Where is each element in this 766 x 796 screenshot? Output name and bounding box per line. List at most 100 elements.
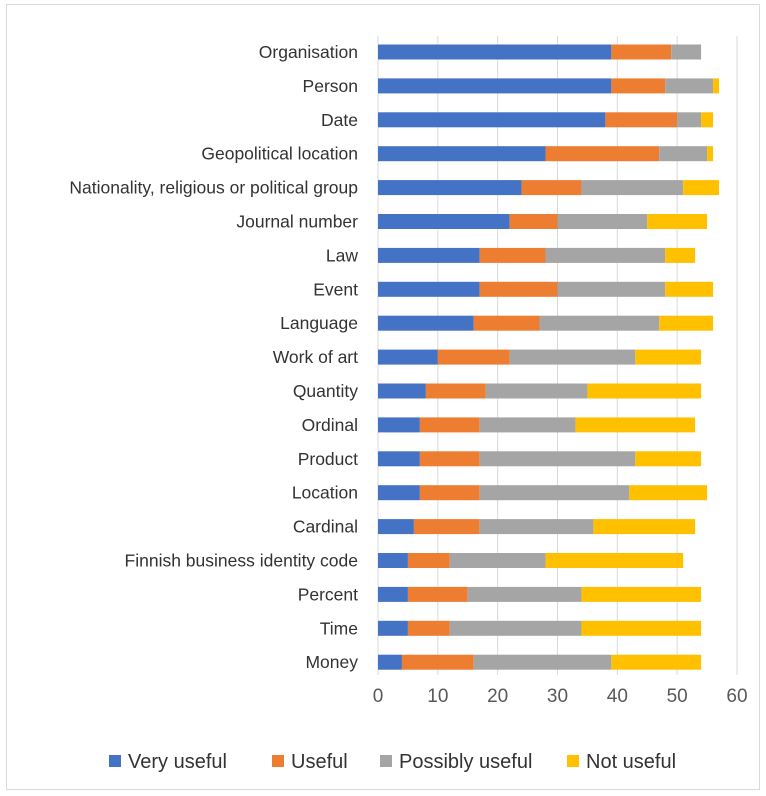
legend: Very useful Useful Possibly useful Not usef… xyxy=(109,751,676,773)
bar-work-of-art-not-useful xyxy=(635,349,702,365)
bar-product-possibly-useful xyxy=(479,451,636,467)
bar-money-very-useful xyxy=(378,654,402,670)
bar-language-very-useful xyxy=(378,315,474,331)
legend-label-possibly-useful: Possibly useful xyxy=(399,751,532,773)
bar-journal-number-possibly-useful xyxy=(557,214,648,229)
category-label-location: Location xyxy=(292,483,358,503)
category-label-date: Date xyxy=(321,110,358,130)
bar-organisation-very-useful xyxy=(378,44,612,60)
bar-money-not-useful xyxy=(611,654,702,670)
x-tick-label-60: 60 xyxy=(726,686,747,707)
bar-product-useful xyxy=(419,451,480,467)
x-tick-label-50: 50 xyxy=(667,686,688,707)
x-tick-label-10: 10 xyxy=(427,686,448,707)
category-label-work-of-art: Work of art xyxy=(273,347,358,367)
bar-person-not-useful xyxy=(713,78,720,94)
category-label-percent: Percent xyxy=(298,584,358,604)
bar-nationality-religious-or-political-group-possibly-useful xyxy=(581,180,684,196)
bar-quantity-possibly-useful xyxy=(485,383,588,399)
bar-time-very-useful xyxy=(378,620,408,636)
category-label-journal-number: Journal number xyxy=(236,212,358,232)
bar-location-very-useful xyxy=(378,485,420,501)
legend-swatch-possibly-useful xyxy=(380,755,392,767)
bar-person-possibly-useful xyxy=(665,78,714,94)
bar-language-not-useful xyxy=(659,315,714,331)
bar-date-useful xyxy=(605,112,678,128)
legend-swatch-very-useful xyxy=(109,755,121,767)
bar-event-very-useful xyxy=(378,281,480,297)
category-label-language: Language xyxy=(280,313,358,333)
category-label-organisation: Organisation xyxy=(259,42,358,62)
bar-geopolitical-location-very-useful xyxy=(378,146,546,162)
bar-law-not-useful xyxy=(665,247,696,263)
bar-journal-number-useful xyxy=(509,214,558,229)
bar-quantity-very-useful xyxy=(378,383,426,399)
bar-money-useful xyxy=(401,654,474,670)
bar-ordinal-possibly-useful xyxy=(479,417,576,433)
bar-cardinal-not-useful xyxy=(593,519,696,535)
category-labels: Organisation Person Date Geopolitical locat… xyxy=(69,42,358,672)
bar-percent-possibly-useful xyxy=(467,586,582,602)
category-label-person: Person xyxy=(303,76,358,96)
category-label-nationality-religious-or-political-group: Nationality, religious or political grou… xyxy=(69,178,358,198)
bar-ordinal-very-useful xyxy=(378,417,420,433)
bar-journal-number-very-useful xyxy=(378,214,510,229)
bar-language-useful xyxy=(473,315,540,331)
legend-label-useful: Useful xyxy=(291,751,348,773)
bar-finnish-business-identity-code-useful xyxy=(407,553,450,568)
bar-finnish-business-identity-code-very-useful xyxy=(378,553,408,568)
bar-person-useful xyxy=(611,78,666,94)
bar-product-very-useful xyxy=(378,451,420,467)
bars xyxy=(378,44,720,670)
bar-quantity-useful xyxy=(425,383,486,399)
x-tick-label-30: 30 xyxy=(547,686,568,707)
category-label-quantity: Quantity xyxy=(293,381,358,401)
category-label-money: Money xyxy=(305,652,358,672)
x-tick-label-40: 40 xyxy=(607,686,628,707)
bar-ordinal-not-useful xyxy=(575,417,696,433)
bar-law-very-useful xyxy=(378,247,480,263)
bar-location-useful xyxy=(419,485,480,501)
bar-person-very-useful xyxy=(378,78,612,94)
bar-law-possibly-useful xyxy=(545,247,666,263)
bar-event-possibly-useful xyxy=(557,281,666,297)
bar-journal-number-not-useful xyxy=(647,214,708,229)
category-label-ordinal: Ordinal xyxy=(302,415,358,435)
bar-date-very-useful xyxy=(378,112,606,128)
category-label-time: Time xyxy=(320,618,358,638)
bar-finnish-business-identity-code-possibly-useful xyxy=(449,553,546,568)
bar-nationality-religious-or-political-group-useful xyxy=(521,180,582,196)
bar-ordinal-useful xyxy=(419,417,480,433)
bar-percent-useful xyxy=(407,586,468,602)
bar-organisation-possibly-useful xyxy=(671,44,702,60)
bar-cardinal-possibly-useful xyxy=(479,519,594,535)
bar-geopolitical-location-not-useful xyxy=(707,146,714,162)
bar-percent-not-useful xyxy=(581,586,702,602)
x-tick-label-0: 0 xyxy=(373,686,384,707)
bar-product-not-useful xyxy=(635,451,702,467)
bar-date-possibly-useful xyxy=(677,112,702,128)
bar-nationality-religious-or-political-group-very-useful xyxy=(378,180,522,196)
bar-quantity-not-useful xyxy=(587,383,702,399)
bar-cardinal-useful xyxy=(413,519,480,535)
bar-work-of-art-very-useful xyxy=(378,349,438,365)
bar-time-possibly-useful xyxy=(449,620,582,636)
bar-percent-very-useful xyxy=(378,586,408,602)
bar-work-of-art-useful xyxy=(437,349,510,365)
bar-time-not-useful xyxy=(581,620,702,636)
bar-work-of-art-possibly-useful xyxy=(509,349,636,365)
bar-language-possibly-useful xyxy=(539,315,660,331)
bar-money-possibly-useful xyxy=(473,654,612,670)
bar-event-useful xyxy=(479,281,558,297)
bar-finnish-business-identity-code-not-useful xyxy=(545,553,684,568)
legend-swatch-not-useful xyxy=(567,755,579,767)
x-axis-tick-labels: 0 10 20 30 40 50 60 xyxy=(373,686,748,707)
bar-cardinal-very-useful xyxy=(378,519,414,535)
bar-organisation-useful xyxy=(611,44,672,60)
category-label-law: Law xyxy=(326,245,358,265)
x-tick-label-20: 20 xyxy=(487,686,508,707)
category-label-cardinal: Cardinal xyxy=(293,517,358,537)
legend-swatch-useful xyxy=(272,755,284,767)
category-label-event: Event xyxy=(313,279,358,299)
